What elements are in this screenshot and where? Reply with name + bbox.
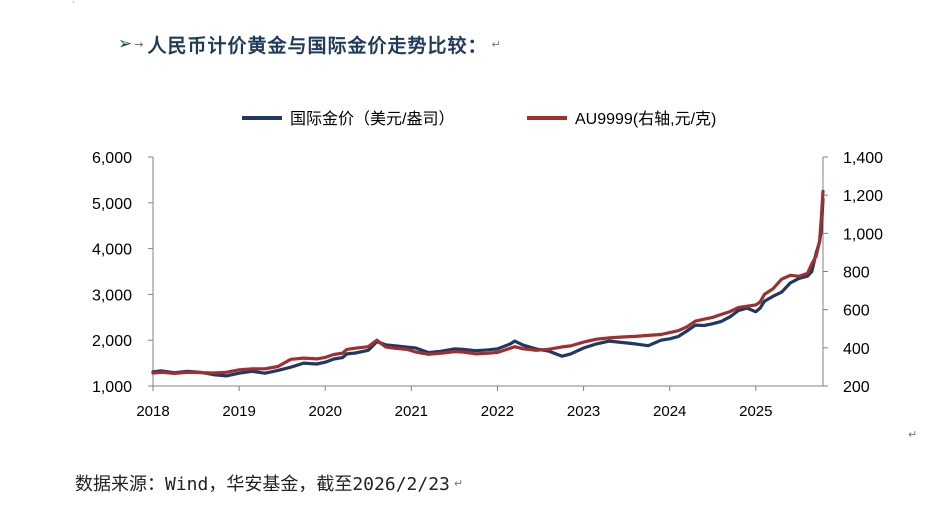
left-tick-label: 1,000 [92, 379, 132, 396]
x-tick-label: 2020 [309, 403, 342, 420]
series-line-au9999 [151, 189, 825, 375]
source-note: 数据来源：Wind，华安基金，截至2026/2/23 ↵ [75, 470, 463, 496]
left-tick-label: 2,000 [92, 333, 132, 350]
bullet-arrow-icon: ➢ [118, 34, 133, 54]
right-tick-label: 1,400 [843, 150, 883, 167]
x-tick-label: 2018 [136, 403, 169, 420]
gold-price-chart: 国际金价（美元/盎司） AU9999(右轴,元/克) 1,000 2,000 3,00… [92, 110, 883, 420]
right-tick-label: 400 [843, 341, 870, 358]
paragraph-mark-icon: ↵ [491, 37, 501, 51]
paragraph-mark-icon: ↵ [908, 428, 918, 441]
x-tick-label: 2021 [395, 403, 428, 420]
legend-label: AU9999(右轴,元/克) [575, 110, 716, 128]
x-tick-label: 2022 [481, 403, 514, 420]
tab-mark-icon: → [134, 37, 144, 51]
left-tick-label: 4,000 [92, 242, 132, 259]
x-tick-label: 2023 [567, 403, 600, 420]
stray-top-mark: ' [72, 0, 75, 10]
right-tick-label: 600 [843, 303, 870, 320]
x-tick-label: 2024 [653, 403, 686, 420]
chart-axes: 1,000 2,000 3,000 4,000 5,000 6,000 200 400 600 8… [92, 150, 883, 420]
left-tick-label: 6,000 [92, 150, 132, 167]
series-line-international-gold [151, 197, 825, 378]
chart-legend: 国际金价（美元/盎司） AU9999(右轴,元/克) [242, 110, 716, 128]
right-tick-label: 1,000 [843, 226, 883, 243]
section-heading: ➢ → 人民币计价黄金与国际金价走势比较： ↵ [118, 28, 501, 60]
chart-series [151, 189, 825, 378]
right-tick-label: 1,200 [843, 188, 883, 205]
source-text: 数据来源：Wind，华安基金，截至2026/2/23 [75, 474, 450, 495]
legend-label: 国际金价（美元/盎司） [290, 110, 454, 128]
left-tick-label: 3,000 [92, 287, 132, 304]
right-tick-label: 200 [843, 379, 870, 396]
heading-title: 人民币计价黄金与国际金价走势比较： [147, 34, 488, 57]
left-tick-label: 5,000 [92, 196, 132, 213]
paragraph-mark-icon: ↵ [453, 476, 464, 490]
right-tick-label: 800 [843, 265, 870, 282]
x-tick-label: 2019 [222, 403, 255, 420]
x-tick-label: 2025 [739, 403, 772, 420]
